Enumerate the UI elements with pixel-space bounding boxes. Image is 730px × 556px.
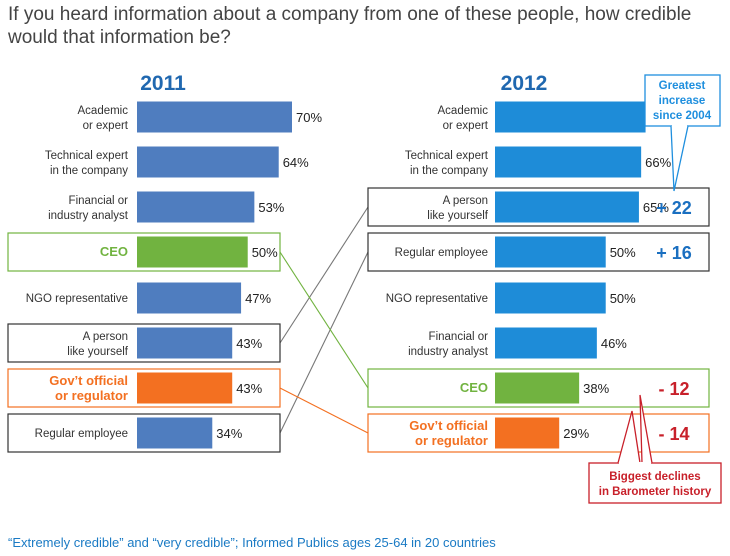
bar-academic-or-expert-2011 <box>137 101 292 133</box>
bar-financial-or-industry-analyst-2012 <box>495 327 597 359</box>
category-label-regular-employee-2011: Regular employee <box>35 428 128 440</box>
row-box-regular-employee <box>7 413 281 453</box>
bar-a-person-like-yourself-2012 <box>495 191 639 223</box>
category-label-ngo-representative-2012: NGO representative <box>386 293 488 305</box>
category-label-a-person-like-yourself-2011: like yourself <box>67 346 129 358</box>
bar-ngo-representative-2012 <box>495 282 606 314</box>
bar-ngo-representative-2011 <box>137 282 242 314</box>
bar-regular-employee-2011 <box>137 417 213 449</box>
connector-line-a-person-like-yourself <box>279 206 369 344</box>
row-box-gov-t-official-or-regulator <box>367 413 710 453</box>
bar-gov-t-official-or-regulator-2012 <box>495 417 560 449</box>
row-box-ceo <box>7 232 281 272</box>
category-label-academic-or-expert-2012: Academic <box>438 105 489 117</box>
category-label-regular-employee-2012: Regular employee <box>395 247 488 259</box>
row-box-ceo <box>367 368 710 408</box>
value-label-ceo-2012: 38% <box>583 381 609 396</box>
value-label-gov-t-official-or-regulator-2012: 29% <box>563 426 589 441</box>
bar-regular-employee-2012 <box>495 236 606 268</box>
callout-decrease-pointer-1 <box>617 410 641 464</box>
value-label-a-person-like-yourself-2011: 43% <box>236 336 262 351</box>
bar-ceo-2011 <box>137 236 248 268</box>
category-label-gov-t-official-or-regulator-2011: Gov’t official <box>49 373 128 388</box>
bar-technical-expert-in-the-company-2012 <box>495 146 642 178</box>
callout-decrease-pointer-2 <box>639 394 653 464</box>
category-label-technical-expert-in-the-company-2012: Technical expert <box>405 150 489 162</box>
bar-technical-expert-in-the-company-2011 <box>137 146 279 178</box>
row-box-a-person-like-yourself <box>367 187 710 227</box>
value-label-technical-expert-in-the-company-2012: 66% <box>645 155 671 170</box>
category-label-financial-or-industry-analyst-2011: industry analyst <box>48 210 129 222</box>
category-label-academic-or-expert-2011: or expert <box>83 120 129 132</box>
value-label-regular-employee-2011: 34% <box>216 426 242 441</box>
change-label-a-person-like-yourself: + 22 <box>656 198 692 218</box>
value-label-ngo-representative-2012: 50% <box>610 291 636 306</box>
value-label-financial-or-industry-analyst-2011: 53% <box>258 200 284 215</box>
category-label-ceo-2011: CEO <box>100 244 128 259</box>
bar-gov-t-official-or-regulator-2011 <box>137 372 233 404</box>
callout-decrease-text: Biggest declines <box>609 471 700 483</box>
category-label-academic-or-expert-2012: or expert <box>443 120 489 132</box>
row-box-gov-t-official-or-regulator <box>7 368 281 408</box>
category-label-a-person-like-yourself-2012: A person <box>443 195 488 207</box>
category-label-ngo-representative-2011: NGO representative <box>26 293 128 305</box>
category-label-financial-or-industry-analyst-2012: industry analyst <box>408 346 489 358</box>
category-label-technical-expert-in-the-company-2011: Technical expert <box>45 150 129 162</box>
category-label-technical-expert-in-the-company-2012: in the company <box>410 165 488 177</box>
category-label-gov-t-official-or-regulator-2012: or regulator <box>415 433 488 448</box>
callout-increase-text: increase <box>659 95 706 107</box>
category-label-financial-or-industry-analyst-2011: Financial or <box>69 195 129 207</box>
callout-decrease-text: in Barometer history <box>599 486 712 498</box>
connector-line-gov-t-official-or-regulator <box>279 387 369 434</box>
row-box-a-person-like-yourself <box>7 323 281 363</box>
category-label-gov-t-official-or-regulator-2011: or regulator <box>55 388 128 403</box>
category-label-ceo-2012: CEO <box>460 380 488 395</box>
value-label-ceo-2011: 50% <box>252 245 278 260</box>
value-label-academic-or-expert-2011: 70% <box>296 110 322 125</box>
chart-title: If you heard information about a company… <box>8 4 692 48</box>
bar-financial-or-industry-analyst-2011 <box>137 191 255 223</box>
value-label-ngo-representative-2011: 47% <box>245 291 271 306</box>
category-label-a-person-like-yourself-2011: A person <box>83 331 128 343</box>
change-label-ceo: - 12 <box>658 379 689 399</box>
callout-increase-pointer <box>670 125 689 192</box>
category-label-academic-or-expert-2011: Academic <box>78 105 129 117</box>
change-label-regular-employee: + 16 <box>656 243 692 263</box>
connector-line-regular-employee <box>279 251 369 434</box>
row-box-regular-employee <box>367 232 710 272</box>
value-label-technical-expert-in-the-company-2011: 64% <box>283 155 309 170</box>
change-label-gov-t-official-or-regulator: - 14 <box>658 424 689 444</box>
value-label-regular-employee-2012: 50% <box>610 245 636 260</box>
year-title-2011: 2011 <box>140 72 186 95</box>
footnote: “Extremely credible” and “very credible”… <box>8 535 496 550</box>
value-label-gov-t-official-or-regulator-2011: 43% <box>236 381 262 396</box>
category-label-financial-or-industry-analyst-2012: Financial or <box>429 331 489 343</box>
value-label-financial-or-industry-analyst-2012: 46% <box>601 336 627 351</box>
callout-increase-text: since 2004 <box>653 110 712 122</box>
callout-increase-text: Greatest <box>659 80 706 92</box>
bar-a-person-like-yourself-2011 <box>137 327 233 359</box>
callout-decrease-box <box>588 462 722 504</box>
connector-line-ceo <box>279 251 369 389</box>
category-label-gov-t-official-or-regulator-2012: Gov’t official <box>409 418 488 433</box>
bar-ceo-2012 <box>495 372 580 404</box>
value-label-a-person-like-yourself-2012: 65% <box>643 200 669 215</box>
category-label-a-person-like-yourself-2012: like yourself <box>427 210 489 222</box>
category-label-technical-expert-in-the-company-2011: in the company <box>50 165 128 177</box>
year-title-2012: 2012 <box>501 72 548 95</box>
bar-academic-or-expert-2012 <box>495 101 646 133</box>
